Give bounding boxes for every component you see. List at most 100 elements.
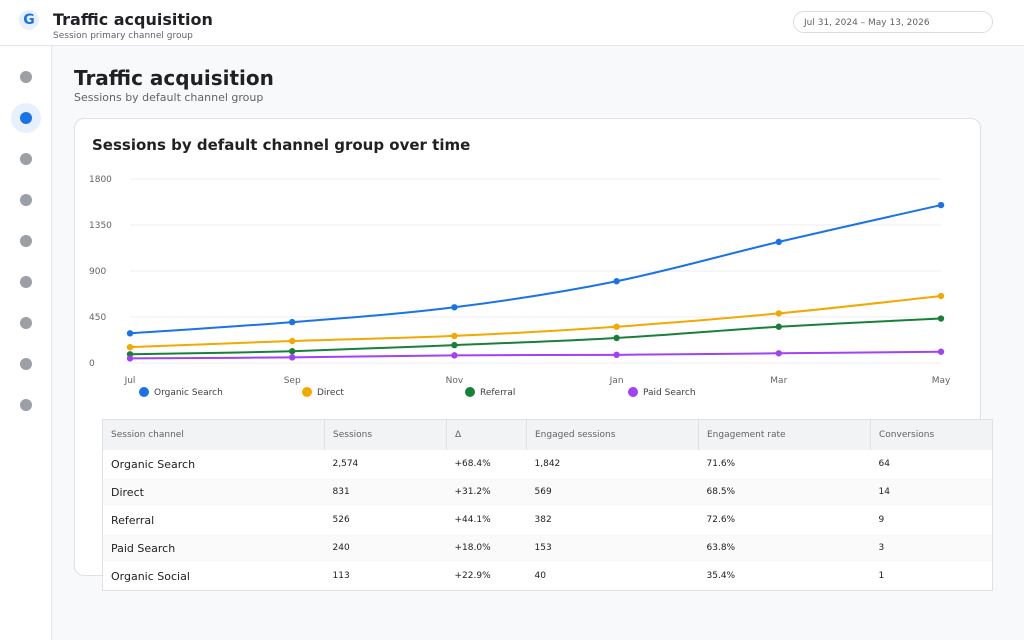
page-title: Traffic acquisition [74,66,274,90]
sidebar-item-3[interactable] [11,144,41,174]
data-point [613,278,620,285]
sidebar-item-2[interactable] [11,103,41,133]
table-cell: 1,842 [534,459,561,469]
table-cell: +68.4% [454,459,491,469]
y-tick-label: 900 [89,267,106,277]
data-point [613,351,620,359]
data-point [289,337,296,345]
nav-dot-icon [20,71,32,83]
column-header[interactable]: Engaged sessions [526,419,699,450]
page-subtitle: Sessions by default channel group [74,91,264,104]
table-cell: 3 [870,534,993,562]
series-line [129,350,942,360]
table-cell: 64 [878,459,890,469]
series-line [129,295,942,349]
data-point [775,238,782,246]
table-row[interactable]: Organic Search 2,574 +68.4% 1,842 71.6% 64 [103,450,993,478]
table-cell: 153 [526,534,699,562]
table-row[interactable]: Referral 526 +44.1% 382 72.6% 9 [103,506,993,534]
column-header[interactable]: Sessions [324,419,447,450]
legend-label: Direct [317,388,344,398]
table-cell: +31.2% [446,478,527,506]
table-cell: Direct [102,478,325,506]
sidebar-item-8[interactable] [11,349,41,379]
y-tick-label: 0 [89,359,95,369]
data-point [937,292,945,300]
data-point [937,348,945,355]
date-range-picker[interactable]: Jul 31, 2024 – May 13, 2026 [793,11,993,33]
data-point [775,310,782,317]
sidebar-item-7[interactable] [11,308,41,338]
x-tick-label: Jul [124,376,136,386]
nav-dot-icon [20,235,32,247]
data-point [126,343,134,351]
legend-swatch [628,387,638,397]
table-cell: 831 [324,478,447,506]
data-point [613,323,620,330]
nav-dot-icon [20,399,32,411]
data-point [451,352,458,359]
x-tick-label: Mar [770,376,787,386]
series-line [129,204,942,335]
column-header[interactable]: Session channel [102,419,325,450]
sidebar-item-9[interactable] [11,390,41,420]
table-cell: 569 [526,478,699,506]
table-cell: 1 [878,571,885,581]
nav-dot-icon [20,112,32,124]
column-header[interactable]: Δ [446,419,527,450]
data-point [451,332,458,340]
data-point [775,323,782,330]
table-header-row: Session channel Sessions Δ Engaged sessions… [102,419,993,450]
legend-swatch [139,387,149,397]
table-cell: 35.4% [706,571,736,581]
y-tick-label: 1800 [89,175,112,185]
table-row[interactable]: Organic Social 113 +22.9% 40 35.4% 1 [103,562,993,591]
data-point [775,350,782,357]
table-row[interactable]: Direct 831 +31.2% 569 68.5% 14 [102,478,993,506]
main-content: Traffic acquisition Sessions by default … [52,46,1024,640]
app-logo[interactable]: G [19,10,39,30]
table-cell: 526 [332,515,350,525]
legend-swatch [465,387,475,397]
data-point [937,201,945,209]
x-tick-label: May [932,376,951,386]
x-tick-label: Sep [284,376,301,386]
legend-label: Organic Search [154,388,223,398]
data-point [937,315,945,322]
legend-swatch [302,387,312,397]
data-point [289,318,296,326]
data-point [126,355,134,362]
sidebar-item-4[interactable] [11,185,41,215]
table-cell: 40 [534,571,546,581]
data-point [289,348,296,355]
sidebar-item-6[interactable] [11,267,41,297]
x-tick-label: Nov [446,376,464,386]
column-header[interactable]: Conversions [870,419,993,450]
y-tick-label: 1350 [89,221,112,231]
data-point [126,330,134,337]
data-point [613,334,620,342]
channel-table: Session channel Sessions Δ Engaged sessions… [102,419,993,591]
data-point [289,354,296,361]
sidebar-item-5[interactable] [11,226,41,256]
series-line [129,317,942,356]
line-chart: 0 450 900 1350 1800 Jul Sep Nov Jan Mar May Organic… [89,175,951,398]
table-row[interactable]: Paid Search 240 +18.0% 153 63.8% 3 [102,534,993,562]
nav-dot-icon [20,358,32,370]
table-cell: Organic Search [111,457,196,471]
table-cell: +44.1% [454,515,491,525]
sidebar-item-1[interactable] [11,62,41,92]
table-cell: +22.9% [454,571,491,581]
nav-dot-icon [20,276,32,288]
table-cell: +18.0% [446,534,527,562]
table-cell: Organic Social [111,569,190,583]
app-title: Traffic acquisition [53,10,213,29]
table-cell: 2,574 [332,459,359,469]
table-cell: Referral [111,513,155,527]
app-subtitle: Session primary channel group [53,31,193,41]
column-header[interactable]: Engagement rate [698,419,871,450]
table-cell: 63.8% [698,534,871,562]
nav-dot-icon [20,153,32,165]
table-cell: 240 [324,534,447,562]
legend-label: Paid Search [643,388,696,398]
